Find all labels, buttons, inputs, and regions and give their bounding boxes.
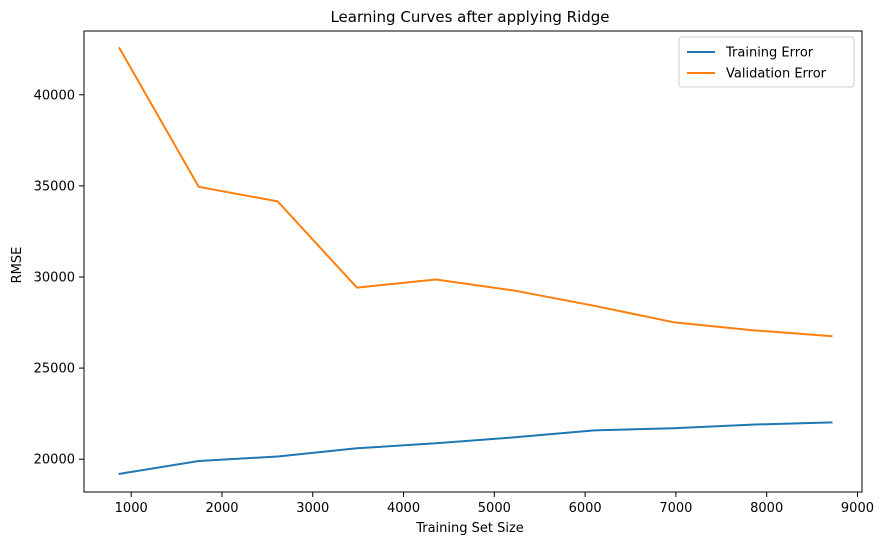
y-tick-label: 40000 <box>34 88 75 103</box>
legend-label-training-error: Training Error <box>725 46 814 61</box>
y-tick-label: 25000 <box>34 362 75 377</box>
x-tick-label: 5000 <box>478 501 511 516</box>
y-axis-ticks: 20000 25000 30000 35000 40000 <box>34 88 84 468</box>
y-tick-label: 30000 <box>34 270 75 285</box>
x-tick-label: 9000 <box>841 501 874 516</box>
legend-box <box>678 36 855 88</box>
chart-title: Learning Curves after applying Ridge <box>330 8 609 26</box>
x-tick-label: 3000 <box>296 501 329 516</box>
series-lines <box>118 46 833 475</box>
x-tick-label: 7000 <box>659 501 692 516</box>
legend: Training Error Validation Error <box>678 36 855 88</box>
x-tick-label: 1000 <box>115 501 148 516</box>
x-tick-label: 4000 <box>387 501 420 516</box>
validation-error-line <box>118 46 833 338</box>
plot-area <box>83 30 863 493</box>
plot-frame <box>83 30 863 493</box>
x-tick-label: 8000 <box>750 501 783 516</box>
y-axis-label: RMSE <box>10 247 25 284</box>
x-axis-ticks: 1000 2000 3000 4000 5000 6000 7000 8000 9000 <box>115 492 874 516</box>
y-tick-label: 35000 <box>34 179 75 194</box>
x-tick-label: 2000 <box>205 501 238 516</box>
y-tick-label: 20000 <box>34 453 75 468</box>
training-error-line <box>118 421 833 475</box>
legend-label-validation-error: Validation Error <box>726 67 827 82</box>
x-axis-label: Training Set Size <box>415 521 524 536</box>
x-tick-label: 6000 <box>569 501 602 516</box>
